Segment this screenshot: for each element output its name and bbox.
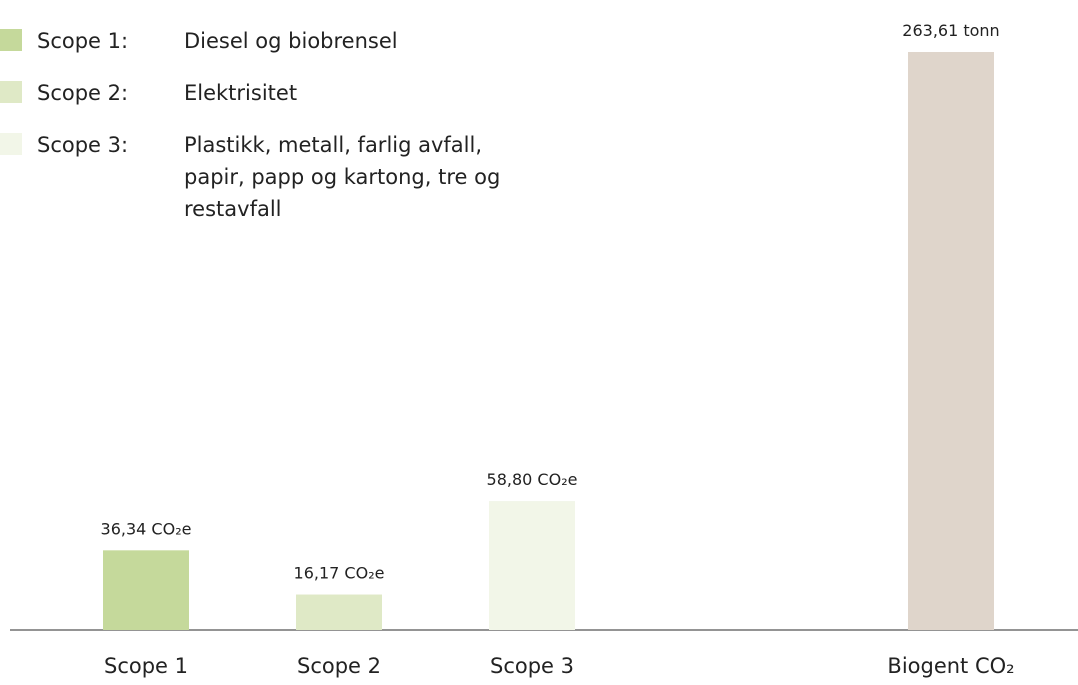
legend-item: Scope 3: Plastikk, metall, farlig avfall,… [0, 129, 529, 225]
legend-label: Scope 3: [37, 133, 129, 157]
value-label: 16,17 CO₂e [294, 564, 385, 583]
x-tick-label: Scope 1 [104, 654, 188, 678]
x-tick-label: Scope 3 [490, 654, 574, 678]
bar [296, 594, 382, 630]
value-label: 263,61 tonn [902, 21, 999, 40]
legend-label: Scope 2: [37, 81, 129, 105]
legend-item: Scope 1: Diesel og biobrensel [0, 25, 529, 57]
x-tick-label: Biogent CO₂ [887, 654, 1014, 678]
legend-description: Plastikk, metall, farlig avfall, papir, … [184, 133, 501, 221]
x-tick-label: Scope 2 [297, 654, 381, 678]
bar [908, 52, 994, 630]
bar [103, 550, 189, 630]
legend-swatch [0, 81, 22, 103]
legend-description: Elektrisitet [184, 81, 298, 105]
legend-swatch [0, 29, 22, 51]
bar [489, 501, 575, 630]
legend-description: Diesel og biobrensel [184, 29, 398, 53]
value-label: 36,34 CO₂e [101, 519, 192, 538]
legend-item: Scope 2: Elektrisitet [0, 77, 529, 109]
legend-swatch [0, 133, 22, 155]
value-label: 58,80 CO₂e [487, 470, 578, 489]
legend-label: Scope 1: [37, 29, 129, 53]
